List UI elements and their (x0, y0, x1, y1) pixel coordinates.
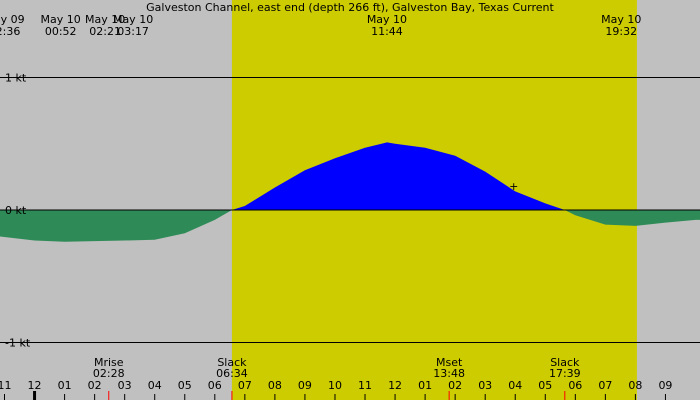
top-label-time: 03:17 (117, 25, 149, 38)
current-areas (0, 142, 700, 242)
x-tick-label: 09 (658, 379, 672, 392)
top-label-time: 02:21 (89, 25, 121, 38)
event-name: Mrise (94, 356, 124, 369)
x-tick-label: 03 (478, 379, 492, 392)
x-tick-label: 01 (58, 379, 72, 392)
x-tick-label: 04 (508, 379, 522, 392)
top-label-time: 11:44 (371, 25, 403, 38)
chart-title: Galveston Channel, east end (depth 266 f… (146, 1, 554, 14)
gridlines: 1 kt 0 kt -1 kt (0, 72, 700, 350)
x-tick-label: 02 (88, 379, 102, 392)
top-label-time: 19:32 (605, 25, 637, 38)
x-tick-label: 06 (568, 379, 582, 392)
x-tick-label: 08 (268, 379, 282, 392)
event-time: 06:34 (216, 367, 248, 380)
x-tick-label: 08 (628, 379, 642, 392)
top-label-date: May 10 (85, 13, 125, 26)
top-label-time: 22:36 (0, 25, 20, 38)
x-tick-label: 11 (0, 379, 12, 392)
x-tick-label: 05 (538, 379, 552, 392)
event-name: Mset (436, 356, 463, 369)
top-label-time: 00:52 (45, 25, 77, 38)
x-tick-label: 03 (118, 379, 132, 392)
ebb-current-area (0, 210, 700, 242)
y-tick-label: -1 kt (5, 337, 31, 350)
y-tick-label: 0 kt (5, 204, 27, 217)
x-tick-label: 07 (238, 379, 252, 392)
annotations: + (509, 180, 518, 193)
x-tick-label: 11 (358, 379, 372, 392)
x-tick-label: 02 (448, 379, 462, 392)
event-name: Slack (550, 356, 580, 369)
event-time: 02:28 (93, 367, 125, 380)
x-axis: 11 12 01 02 03 04 05 06 07 08 09 10 11 12 01 02 03 04 05 06… (0, 379, 672, 400)
x-tick-label: 12 (388, 379, 402, 392)
flood-current-area (0, 142, 700, 210)
event-time: 13:48 (433, 367, 465, 380)
top-label-date: May 10 (367, 13, 407, 26)
x-tick-label: 10 (328, 379, 342, 392)
x-tick-label: 04 (148, 379, 162, 392)
event-time: 17:39 (549, 367, 581, 380)
event-name: Slack (217, 356, 247, 369)
x-tick-label: 01 (418, 379, 432, 392)
top-label-date: May 10 (113, 13, 153, 26)
x-tick-label: 07 (598, 379, 612, 392)
x-tick-label: 05 (178, 379, 192, 392)
x-tick-label: 12 (28, 379, 42, 392)
x-tick-label: 06 (208, 379, 222, 392)
current-annotation-mark: + (509, 180, 518, 193)
top-label-date: May 10 (601, 13, 641, 26)
x-tick-label: 09 (298, 379, 312, 392)
y-tick-label: 1 kt (5, 72, 27, 85)
top-label-date: May 10 (41, 13, 81, 26)
top-label-date: May 09 (0, 13, 25, 26)
